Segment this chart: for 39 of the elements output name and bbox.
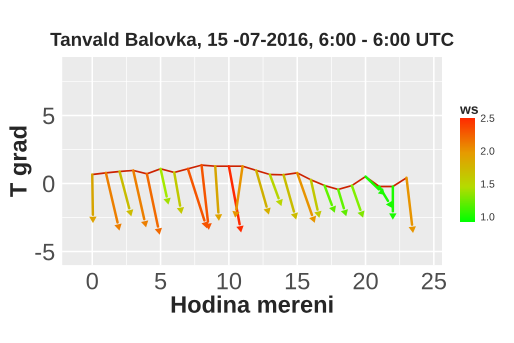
point [89,216,97,224]
point [340,209,348,216]
point [114,224,122,231]
y-tick-label: 5 [43,108,54,124]
point [386,200,392,208]
x-tick-label: 20 [354,272,378,290]
point [163,198,171,205]
color-bar-title: ws [460,106,478,114]
line-series [91,164,408,190]
x-axis-title: Hodina mereni [172,295,332,313]
point [236,225,244,232]
point [290,212,298,220]
point [309,216,316,223]
y-tick-label: 0 [43,176,54,192]
point [176,207,184,214]
point [408,226,416,234]
point [276,198,283,206]
color-bar-label: 2.5 [480,114,494,122]
x-tick-label: 15 [286,272,310,290]
point [389,213,397,220]
y-tick-label: -5 [35,244,54,260]
x-tick-label: 10 [218,272,242,290]
point [214,214,222,221]
y-axis-title: T grad [9,126,32,197]
color-bar-label: 1.5 [481,180,494,188]
point [329,205,336,213]
point [232,210,240,218]
point [357,210,364,218]
color-bar-label: 1.0 [481,213,494,221]
x-tick-label: 5 [154,272,166,290]
chart-title: Tanvald Balovka, 15 -07-2016, 6:00 - 6:00 UTC [50,32,454,49]
point [314,210,322,218]
x-tick-label: 0 [86,272,98,290]
color-bar-label: 2.0 [480,147,494,155]
point [154,228,162,235]
x-tick-label: 25 [422,272,446,290]
point [141,220,148,228]
point [264,207,271,215]
point [126,209,134,216]
